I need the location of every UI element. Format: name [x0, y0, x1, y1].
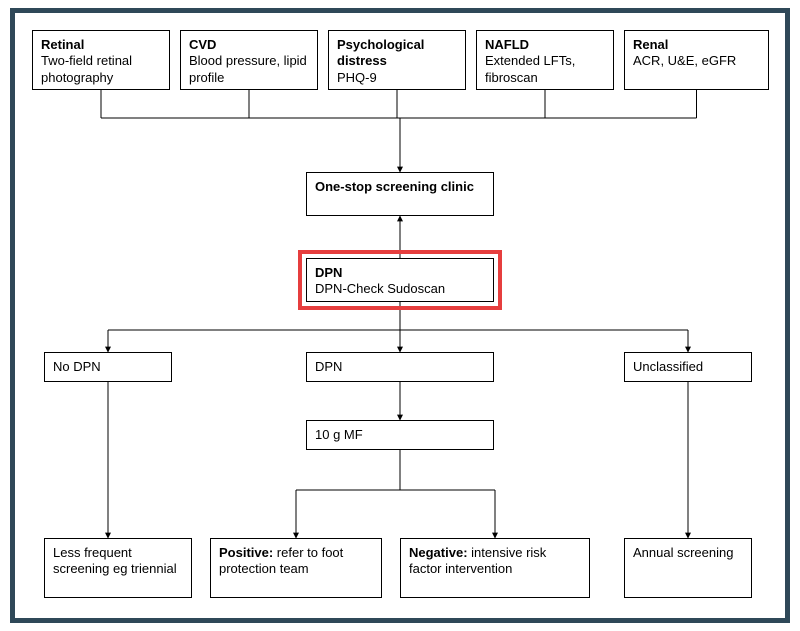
node-nafld: NAFLDExtended LFTs, fibroscan: [476, 30, 614, 90]
node-psych-title: Psychological distress: [337, 37, 457, 70]
node-unclass-body: Unclassified: [633, 359, 743, 375]
node-positive-body: Positive: refer to foot protection team: [219, 545, 373, 578]
node-mf: 10 g MF: [306, 420, 494, 450]
node-renal-body: ACR, U&E, eGFR: [633, 53, 760, 69]
node-negative: Negative: intensive risk factor interven…: [400, 538, 590, 598]
node-nafld-body: Extended LFTs, fibroscan: [485, 53, 605, 86]
node-less_freq: Less frequent screening eg triennial: [44, 538, 192, 598]
node-no_dpn-body: No DPN: [53, 359, 163, 375]
node-nafld-title: NAFLD: [485, 37, 605, 53]
node-unclass: Unclassified: [624, 352, 752, 382]
node-psych-body: PHQ-9: [337, 70, 457, 86]
node-psych: Psychological distressPHQ-9: [328, 30, 466, 90]
node-cvd-body: Blood pressure, lipid profile: [189, 53, 309, 86]
node-dpn_top-body: DPN-Check Sudoscan: [315, 281, 485, 297]
node-positive: Positive: refer to foot protection team: [210, 538, 382, 598]
node-dpn_top: DPNDPN-Check Sudoscan: [306, 258, 494, 302]
node-retinal: RetinalTwo-field retinal photography: [32, 30, 170, 90]
node-cvd-title: CVD: [189, 37, 309, 53]
node-clinic-title: One-stop screening clinic: [315, 179, 485, 195]
node-dpn_mid: DPN: [306, 352, 494, 382]
node-renal: RenalACR, U&E, eGFR: [624, 30, 769, 90]
node-clinic: One-stop screening clinic: [306, 172, 494, 216]
node-retinal-body: Two-field retinal photography: [41, 53, 161, 86]
node-retinal-title: Retinal: [41, 37, 161, 53]
outer-frame: [10, 8, 790, 623]
node-less_freq-body: Less frequent screening eg triennial: [53, 545, 183, 578]
canvas: RetinalTwo-field retinal photographyCVDB…: [0, 0, 800, 631]
node-dpn_mid-body: DPN: [315, 359, 485, 375]
node-no_dpn: No DPN: [44, 352, 172, 382]
node-annual-body: Annual screening: [633, 545, 743, 561]
node-annual: Annual screening: [624, 538, 752, 598]
node-dpn_top-title: DPN: [315, 265, 485, 281]
node-negative-body: Negative: intensive risk factor interven…: [409, 545, 581, 578]
node-renal-title: Renal: [633, 37, 760, 53]
node-cvd: CVDBlood pressure, lipid profile: [180, 30, 318, 90]
node-mf-body: 10 g MF: [315, 427, 485, 443]
